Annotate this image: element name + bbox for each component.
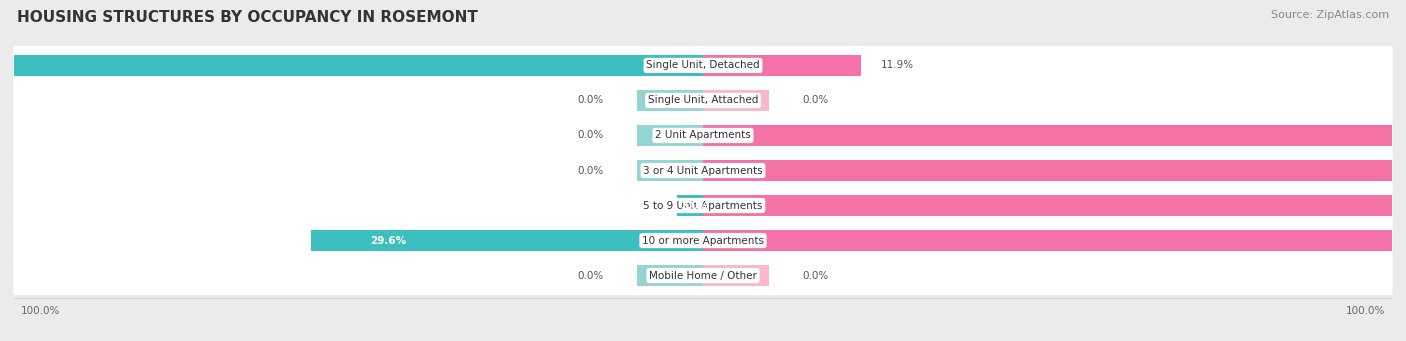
- Bar: [703, 90, 769, 111]
- Bar: [703, 160, 1406, 181]
- Text: 5 to 9 Unit Apartments: 5 to 9 Unit Apartments: [644, 201, 762, 210]
- Text: 2.0%: 2.0%: [681, 201, 710, 210]
- Bar: [637, 265, 703, 286]
- Bar: [703, 265, 769, 286]
- FancyBboxPatch shape: [14, 151, 1392, 190]
- Bar: [703, 230, 1406, 251]
- Bar: [676, 195, 703, 217]
- Text: 0.0%: 0.0%: [803, 95, 828, 105]
- Text: Single Unit, Detached: Single Unit, Detached: [647, 60, 759, 71]
- Text: 29.6%: 29.6%: [370, 236, 406, 246]
- Text: 0.0%: 0.0%: [803, 270, 828, 281]
- Bar: [311, 230, 703, 251]
- Bar: [637, 124, 703, 146]
- Text: Single Unit, Attached: Single Unit, Attached: [648, 95, 758, 105]
- Bar: [703, 195, 1406, 217]
- Text: 2 Unit Apartments: 2 Unit Apartments: [655, 131, 751, 140]
- Bar: [0, 55, 703, 76]
- FancyBboxPatch shape: [14, 186, 1392, 225]
- FancyBboxPatch shape: [14, 81, 1392, 120]
- Text: 3 or 4 Unit Apartments: 3 or 4 Unit Apartments: [643, 165, 763, 176]
- FancyBboxPatch shape: [14, 221, 1392, 260]
- Text: HOUSING STRUCTURES BY OCCUPANCY IN ROSEMONT: HOUSING STRUCTURES BY OCCUPANCY IN ROSEM…: [17, 10, 478, 25]
- FancyBboxPatch shape: [14, 46, 1392, 85]
- Bar: [637, 90, 703, 111]
- FancyBboxPatch shape: [14, 116, 1392, 155]
- Text: 0.0%: 0.0%: [578, 165, 603, 176]
- Text: 0.0%: 0.0%: [578, 131, 603, 140]
- Bar: [703, 124, 1406, 146]
- Text: 0.0%: 0.0%: [578, 270, 603, 281]
- Text: 0.0%: 0.0%: [578, 95, 603, 105]
- Bar: [637, 160, 703, 181]
- FancyBboxPatch shape: [14, 256, 1392, 295]
- Text: 10 or more Apartments: 10 or more Apartments: [643, 236, 763, 246]
- Text: Mobile Home / Other: Mobile Home / Other: [650, 270, 756, 281]
- Text: Source: ZipAtlas.com: Source: ZipAtlas.com: [1271, 10, 1389, 20]
- Bar: [703, 55, 860, 76]
- Text: 11.9%: 11.9%: [880, 60, 914, 71]
